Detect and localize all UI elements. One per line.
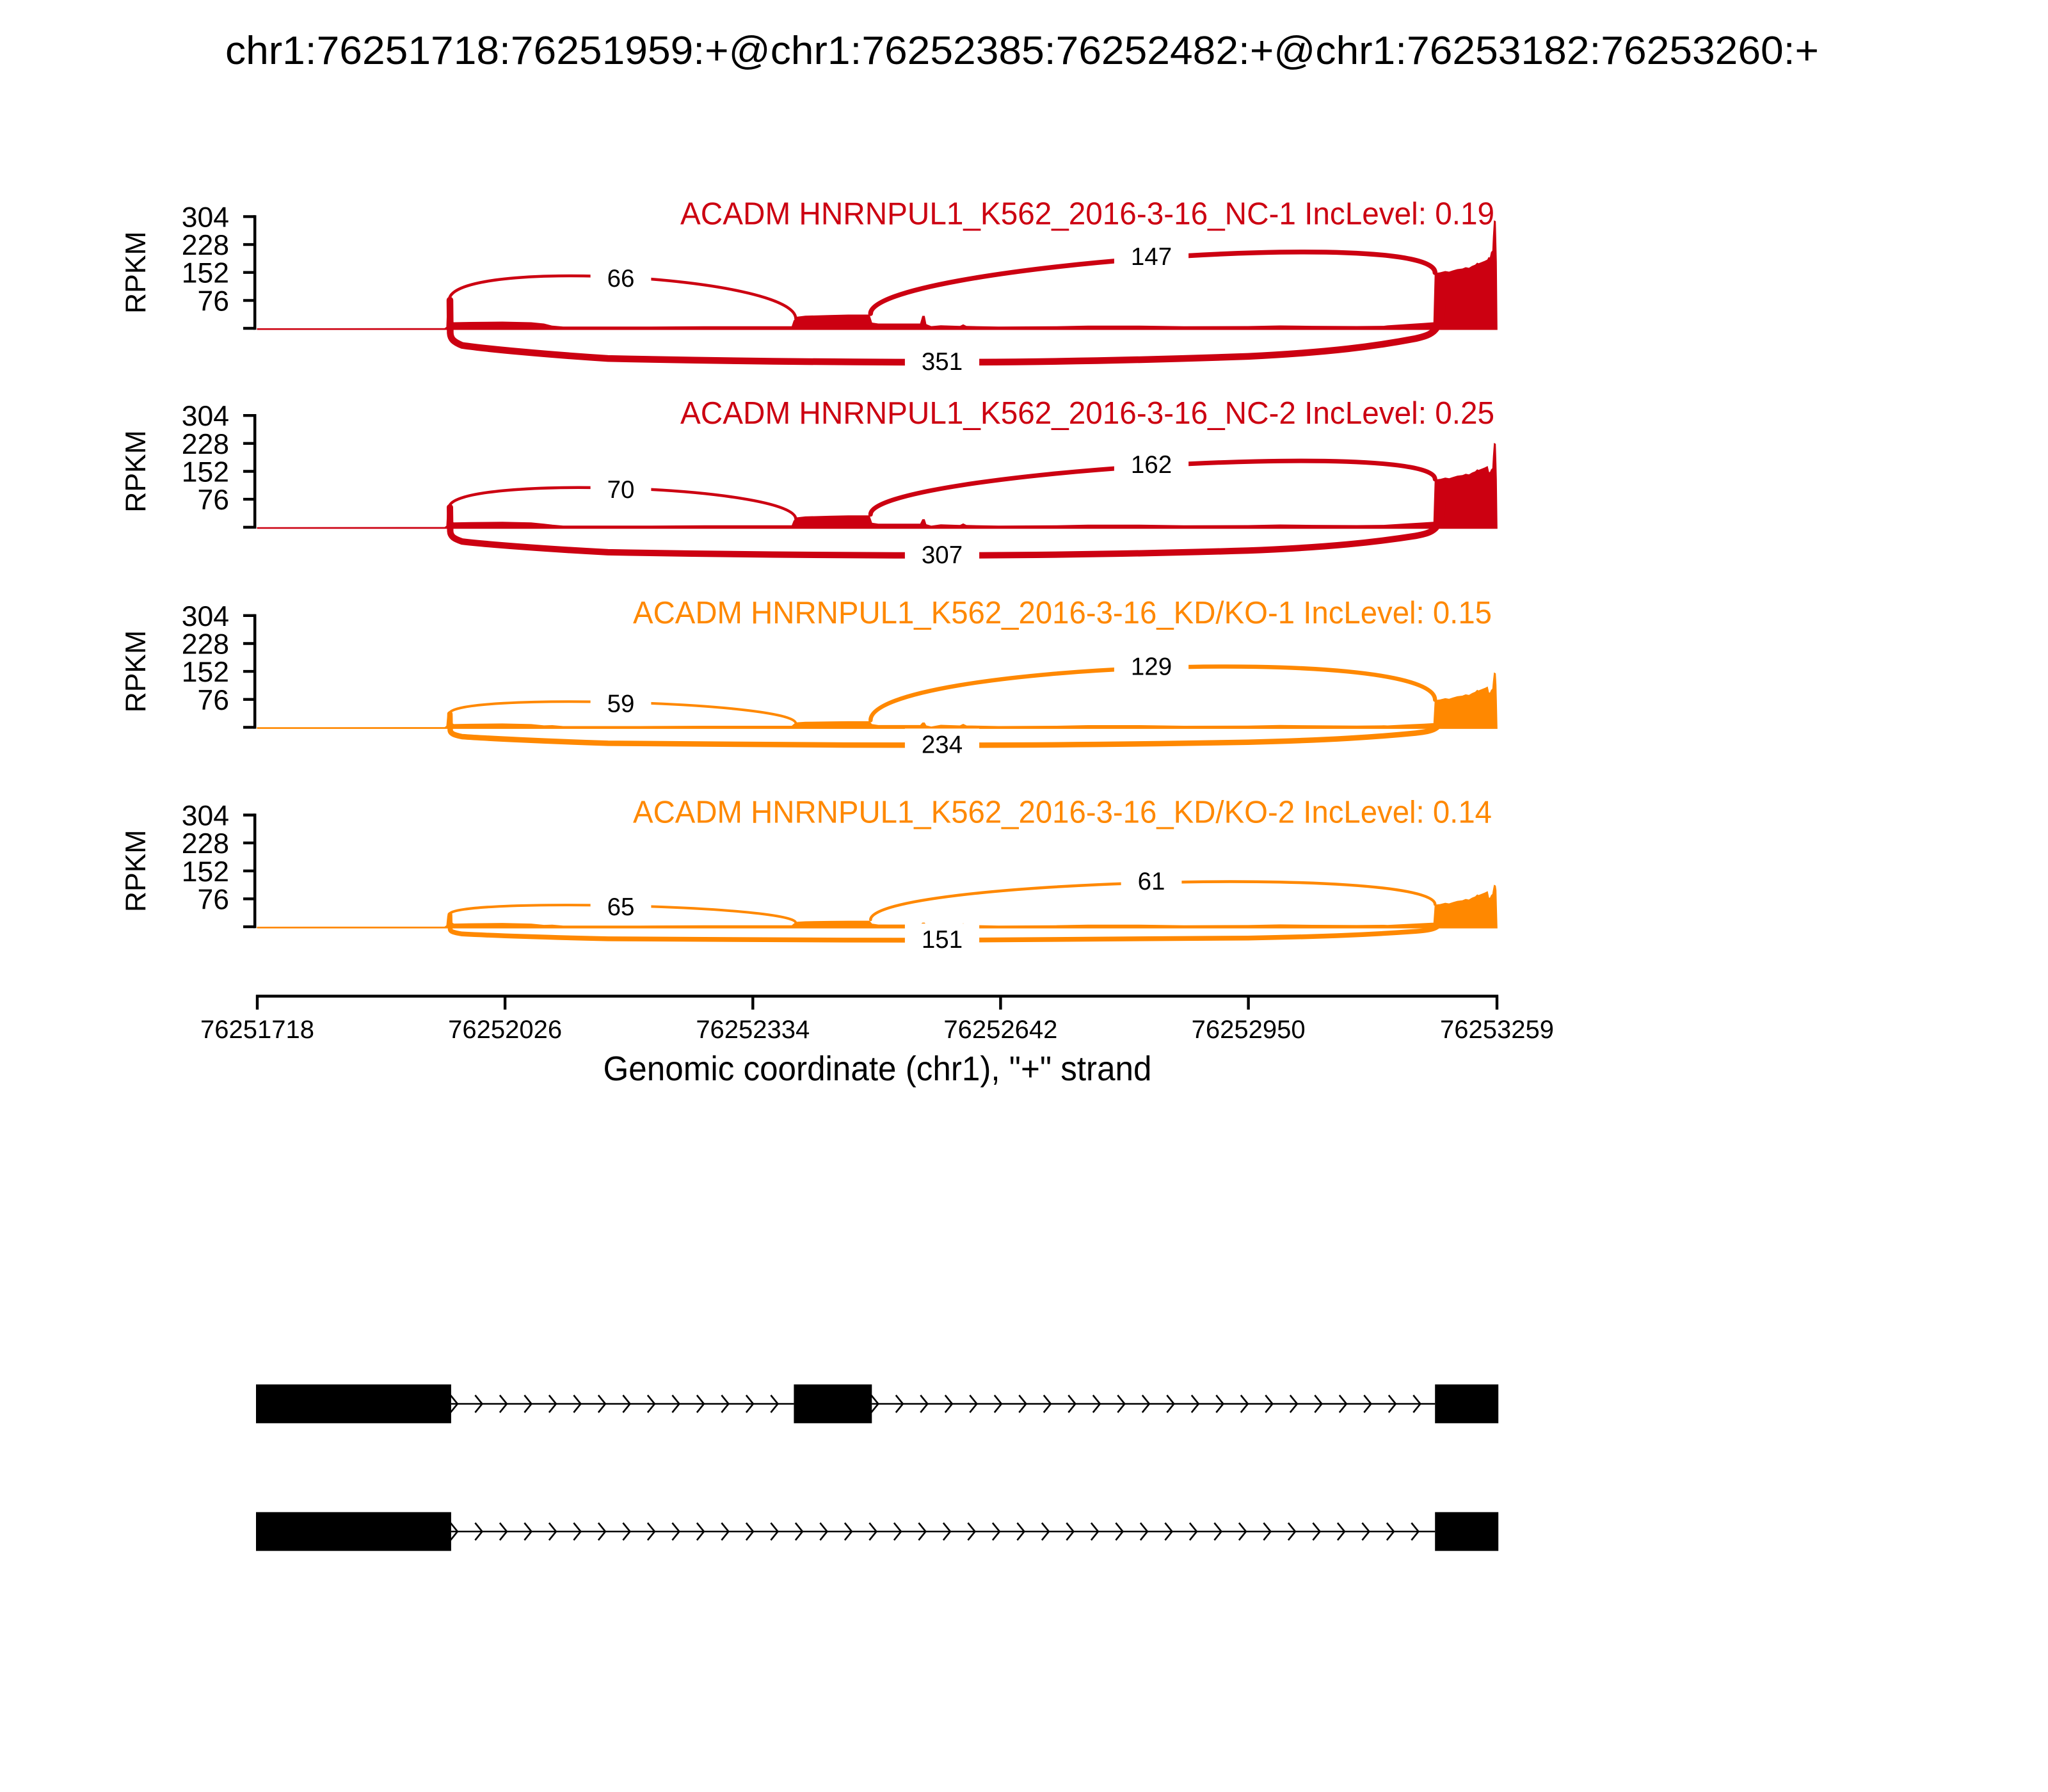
svg-text:228: 228 [182,230,229,261]
svg-text:129: 129 [1131,653,1172,680]
svg-text:59: 59 [607,690,635,717]
svg-text:304: 304 [182,202,229,233]
svg-text:RPKM: RPKM [120,231,152,314]
svg-text:76: 76 [198,285,230,317]
svg-text:RPKM: RPKM [120,630,152,713]
svg-text:Genomic coordinate (chr1), "+": Genomic coordinate (chr1), "+" strand [604,1050,1152,1088]
svg-text:RPKM: RPKM [120,830,152,913]
svg-text:ACADM HNRNPUL1_K562_2016-3-16_: ACADM HNRNPUL1_K562_2016-3-16_KD/KO-1 In… [633,596,1492,630]
svg-text:ACADM HNRNPUL1_K562_2016-3-16_: ACADM HNRNPUL1_K562_2016-3-16_NC-2 IncLe… [680,396,1494,431]
svg-text:66: 66 [607,265,635,292]
svg-text:147: 147 [1131,243,1172,271]
svg-text:76: 76 [198,685,230,716]
svg-text:151: 151 [922,926,963,954]
svg-text:152: 152 [182,258,229,289]
svg-text:152: 152 [182,657,229,688]
svg-text:76: 76 [198,884,230,915]
svg-text:304: 304 [182,601,229,632]
svg-text:307: 307 [922,541,963,569]
svg-text:70: 70 [607,476,635,504]
svg-text:76253259: 76253259 [1440,1016,1554,1044]
svg-text:228: 228 [182,629,229,660]
svg-text:76: 76 [198,484,230,516]
svg-text:61: 61 [1138,868,1165,895]
svg-text:76252950: 76252950 [1192,1016,1306,1044]
svg-text:RPKM: RPKM [120,430,152,513]
svg-text:76252334: 76252334 [696,1016,810,1044]
svg-text:304: 304 [182,401,229,432]
svg-text:chr1:76251718:76251959:+@chr1:: chr1:76251718:76251959:+@chr1:76252385:7… [225,29,1819,73]
svg-text:ACADM HNRNPUL1_K562_2016-3-16_: ACADM HNRNPUL1_K562_2016-3-16_NC-1 IncLe… [680,197,1494,232]
svg-text:162: 162 [1131,451,1172,479]
svg-text:152: 152 [182,457,229,488]
svg-text:228: 228 [182,828,229,860]
svg-text:304: 304 [182,801,229,832]
svg-text:76251718: 76251718 [200,1016,314,1044]
svg-text:76252642: 76252642 [943,1016,1057,1044]
svg-text:234: 234 [922,731,963,758]
svg-text:65: 65 [607,893,635,921]
svg-text:76252026: 76252026 [448,1016,562,1044]
svg-text:ACADM HNRNPUL1_K562_2016-3-16_: ACADM HNRNPUL1_K562_2016-3-16_KD/KO-2 In… [633,796,1492,830]
svg-text:228: 228 [182,429,229,460]
svg-text:351: 351 [922,348,963,376]
svg-text:152: 152 [182,856,229,888]
